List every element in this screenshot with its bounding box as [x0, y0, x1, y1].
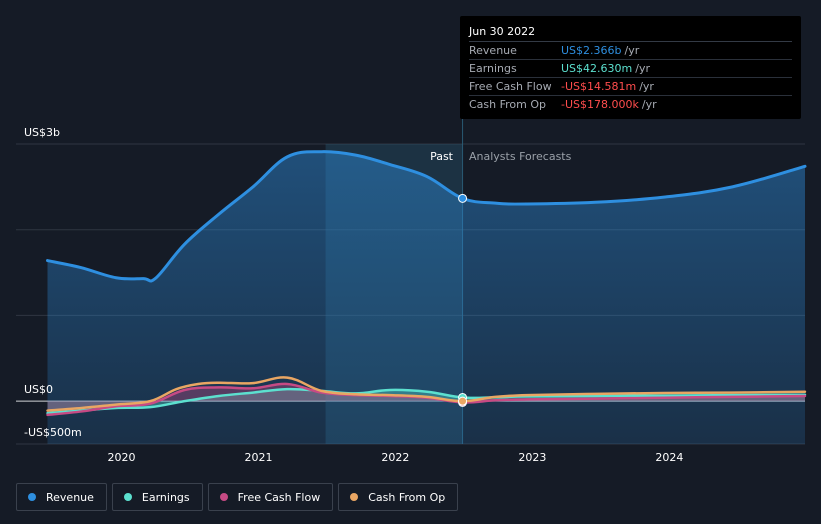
tooltip-label: Revenue — [469, 44, 517, 57]
cash-from-op-marker — [458, 396, 468, 406]
tooltip-unit: /yr — [639, 80, 654, 93]
tooltip-row-free-cash-flow: Free Cash Flow -US$14.581m /yr — [469, 78, 792, 96]
hover-tooltip: Jun 30 2022 Revenue US$2.366b /yr Earnin… — [460, 16, 801, 119]
tooltip-value: -US$178.000k — [561, 98, 639, 111]
tooltip-unit: /yr — [641, 98, 657, 111]
tooltip-row-revenue: Revenue US$2.366b /yr — [469, 42, 792, 60]
revenue-area — [47, 151, 806, 444]
x-tick-label: 2023 — [518, 451, 546, 464]
tooltip-value: -US$14.581m — [561, 80, 637, 93]
x-tick-label: 2022 — [381, 451, 409, 464]
tooltip-row-earnings: Earnings US$42.630m /yr — [469, 60, 792, 78]
revenue-dot-icon — [28, 493, 36, 501]
past-label: Past — [430, 150, 454, 163]
chart-legend: Revenue Earnings Free Cash Flow Cash Fro… — [16, 483, 459, 511]
legend-item-revenue[interactable]: Revenue — [16, 483, 107, 511]
tooltip-label: Free Cash Flow — [469, 80, 552, 93]
cash-from-op-dot-icon — [350, 493, 359, 501]
revenue-line — [46, 150, 807, 283]
revenue-marker — [458, 193, 468, 203]
earnings-line — [46, 387, 807, 415]
tooltip-unit: /yr — [624, 44, 640, 57]
legend-item-free-cash-flow[interactable]: Free Cash Flow — [207, 483, 334, 511]
forecast-label: Analysts Forecasts — [469, 150, 572, 163]
y-label-0: US$0 — [24, 383, 53, 396]
tooltip-value: US$2.366b — [561, 44, 622, 57]
tooltip-label: Cash From Op — [469, 98, 547, 111]
legend-label: Revenue — [46, 490, 94, 504]
free-cash-flow-area — [47, 383, 806, 415]
free-cash-flow-dot-icon — [219, 493, 228, 501]
earnings-dot-icon — [123, 493, 132, 501]
legend-label: Free Cash Flow — [237, 490, 321, 504]
x-tick-label: 2024 — [655, 451, 683, 464]
y-label-neg-500m: -US$500m — [24, 426, 82, 439]
cash-from-op-line — [46, 376, 807, 412]
tooltip-label: Earnings — [469, 62, 517, 75]
legend-item-cash-from-op[interactable]: Cash From Op — [338, 483, 459, 511]
y-label-3b: US$3b — [24, 126, 60, 139]
tooltip-value: US$42.630m — [561, 62, 633, 75]
legend-item-earnings[interactable]: Earnings — [111, 483, 203, 511]
legend-label: Earnings — [141, 490, 190, 504]
x-tick-label: 2020 — [107, 451, 135, 464]
tooltip-row-cash-from-op: Cash From Op -US$178.000k /yr — [469, 96, 792, 113]
x-tick-label: 2021 — [244, 451, 272, 464]
legend-label: Cash From Op — [368, 490, 446, 504]
tooltip-date: Jun 30 2022 — [469, 24, 792, 42]
tooltip-unit: /yr — [635, 62, 650, 75]
